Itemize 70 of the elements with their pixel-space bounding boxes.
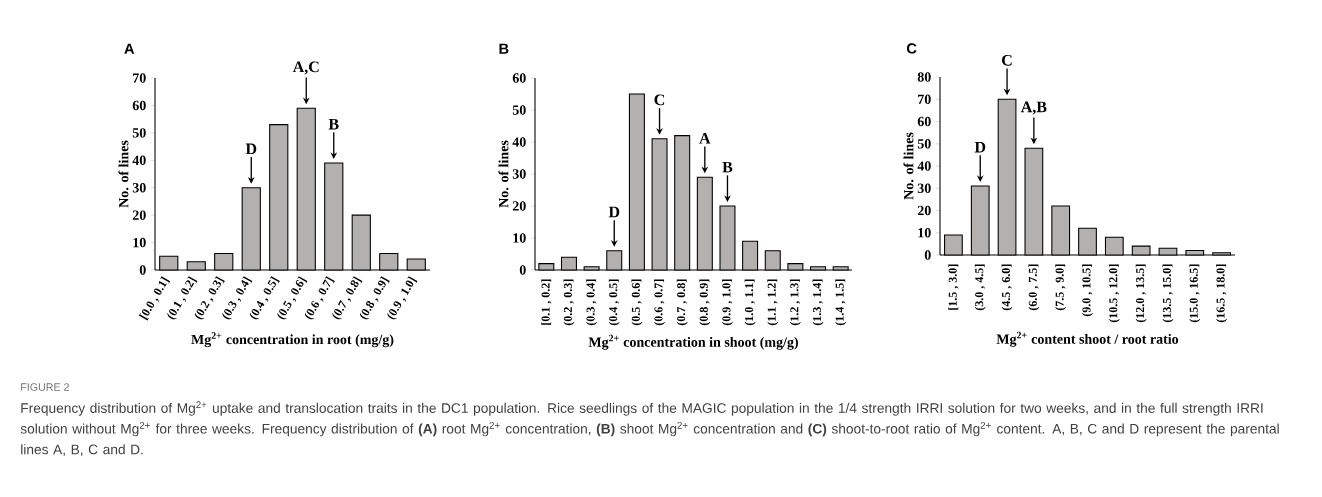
x-tick-label: (1.4 , 1.5] [835,279,847,326]
annotation: D [974,141,986,153]
x-tick-label: (4.5 , 6.0] [1001,264,1013,311]
x-tick-label: (13.5 , 15.0] [1162,264,1174,323]
annotation: A [699,133,711,144]
x-tick-label: (10.5 , 12.0] [1108,264,1120,323]
x-tick-label: (7.5 , 9.0] [1055,264,1067,311]
annotation: B [722,161,733,173]
y-tick-label: 20 [917,205,931,216]
y-tick-label: 50 [917,139,931,149]
y-tick-label: 40 [132,155,146,166]
y-tick-label: 50 [512,105,526,115]
x-tick-label: (1.1 , 1.2] [767,279,779,326]
x-tick-label: (12.0 , 13.5] [1135,264,1147,323]
x-tick-label: (16.5 , 18.0] [1216,264,1228,323]
y-tick-label: 0 [139,265,146,275]
y-tick-label: 0 [519,265,526,275]
y-tick-label: 50 [132,128,146,138]
y-tick-label: 30 [917,183,931,193]
chart-title: C [906,43,917,54]
x-tick-label: (6.0 , 7.5] [1028,264,1040,311]
annotation: C [654,94,665,106]
y-tick-label: 40 [917,161,931,171]
y-tick-label: 0 [924,250,931,260]
x-tick-label: (0.2 , 0.3] [563,279,575,326]
x-tick-label: (0.6 , 0.7] [654,279,665,326]
y-tick-label: 10 [918,228,931,238]
x-tick-label: (1.3 , 1.4] [812,279,824,326]
text: Frequency distribution of Mg$^{2+}$ uptake and translocation traits in the DC1 population. Rice seedlings of the MAGIC population in the 1/4 strength IRRI solution for two weeks, and in the full strength IRRI solution without Mg$^{2+}$ for three weeks. Frequency distribution of (A) root Mg$^{2+}$ concentration, (B) shoot Mg$^{2+}$ concentration and (C) shoot-to-root ratio of Mg$^{2+}$ content. A, B, C and D represent the parental lines A, B, C and D. [20,401,1279,456]
x-tick-label: (1.0 , 1.1] [744,279,756,326]
y-tick-label: 60 [512,73,526,83]
caption: FIGURE 2 [21,383,69,391]
y-axis-title: No. of lines [498,140,509,208]
x-tick-label: (15.0 , 16.5] [1189,264,1201,323]
y-tick-label: 10 [133,237,146,248]
chart-title: A [124,43,135,54]
annotation: C [1002,54,1012,66]
x-axis-title: Mg$^{2+}$ content shoot / root ratio [996,331,1179,347]
annotation: D [608,206,620,218]
y-tick-label: 20 [512,201,526,211]
annotation: D [245,143,257,155]
y-tick-label: 20 [132,210,146,220]
x-axis-title: Mg$^{2+}$ concentration in root (mg/g) [191,332,394,348]
y-tick-label: 80 [917,72,931,82]
x-tick-label: (0.8 , 0.9] [699,279,711,326]
y-tick-label: 30 [512,169,526,179]
y-tick-label: 30 [132,183,146,193]
annotation: A,C [292,61,319,75]
x-tick-label: (0.7 , 0.8] [676,279,688,326]
x-tick-label: (0.3 , 0.4] [586,279,598,326]
y-tick-label: 70 [918,94,931,104]
annotation: A,B [1020,101,1047,115]
x-tick-label: [1.5 , 3.0] [948,264,959,310]
x-tick-label: (0.9 , 1.0] [722,279,733,326]
chart-title: B [499,43,509,54]
x-tick-label: [0.1 , 0.2] [541,279,552,325]
annotation: B [328,118,339,130]
y-axis-title: No. of lines [903,132,914,200]
x-tick-label: (0.5 , 0.6] [631,279,643,326]
x-tick-label: (1.2 , 1.3] [789,279,801,326]
x-tick-label: (0.4 , 0.5] [608,279,620,326]
y-tick-label: 60 [917,116,931,127]
y-tick-label: 10 [513,233,526,243]
x-tick-label: (3.0 , 4.5] [974,264,986,311]
y-tick-label: 40 [512,137,526,147]
y-axis-title: No. of lines [118,140,129,208]
y-tick-label: 70 [133,73,146,83]
x-axis-title: Mg$^{2+}$ concentration in shoot (mg/g) [588,334,798,350]
y-tick-label: 60 [132,100,146,111]
x-tick-label: (9.0 , 10.5] [1082,264,1093,317]
